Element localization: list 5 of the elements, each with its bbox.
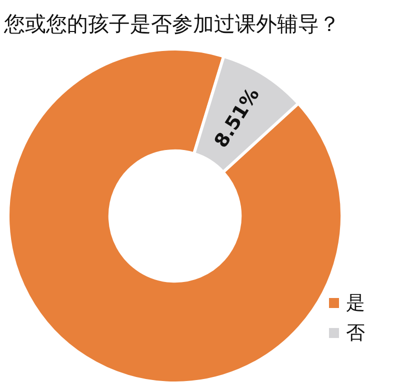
donut-slice: [192, 54, 300, 174]
legend-label: 是: [346, 292, 365, 314]
chart-title: 您或您的孩子是否参加过课外辅导？: [3, 12, 340, 36]
donut-slice: [6, 48, 344, 384]
legend-label: 否: [346, 322, 365, 344]
